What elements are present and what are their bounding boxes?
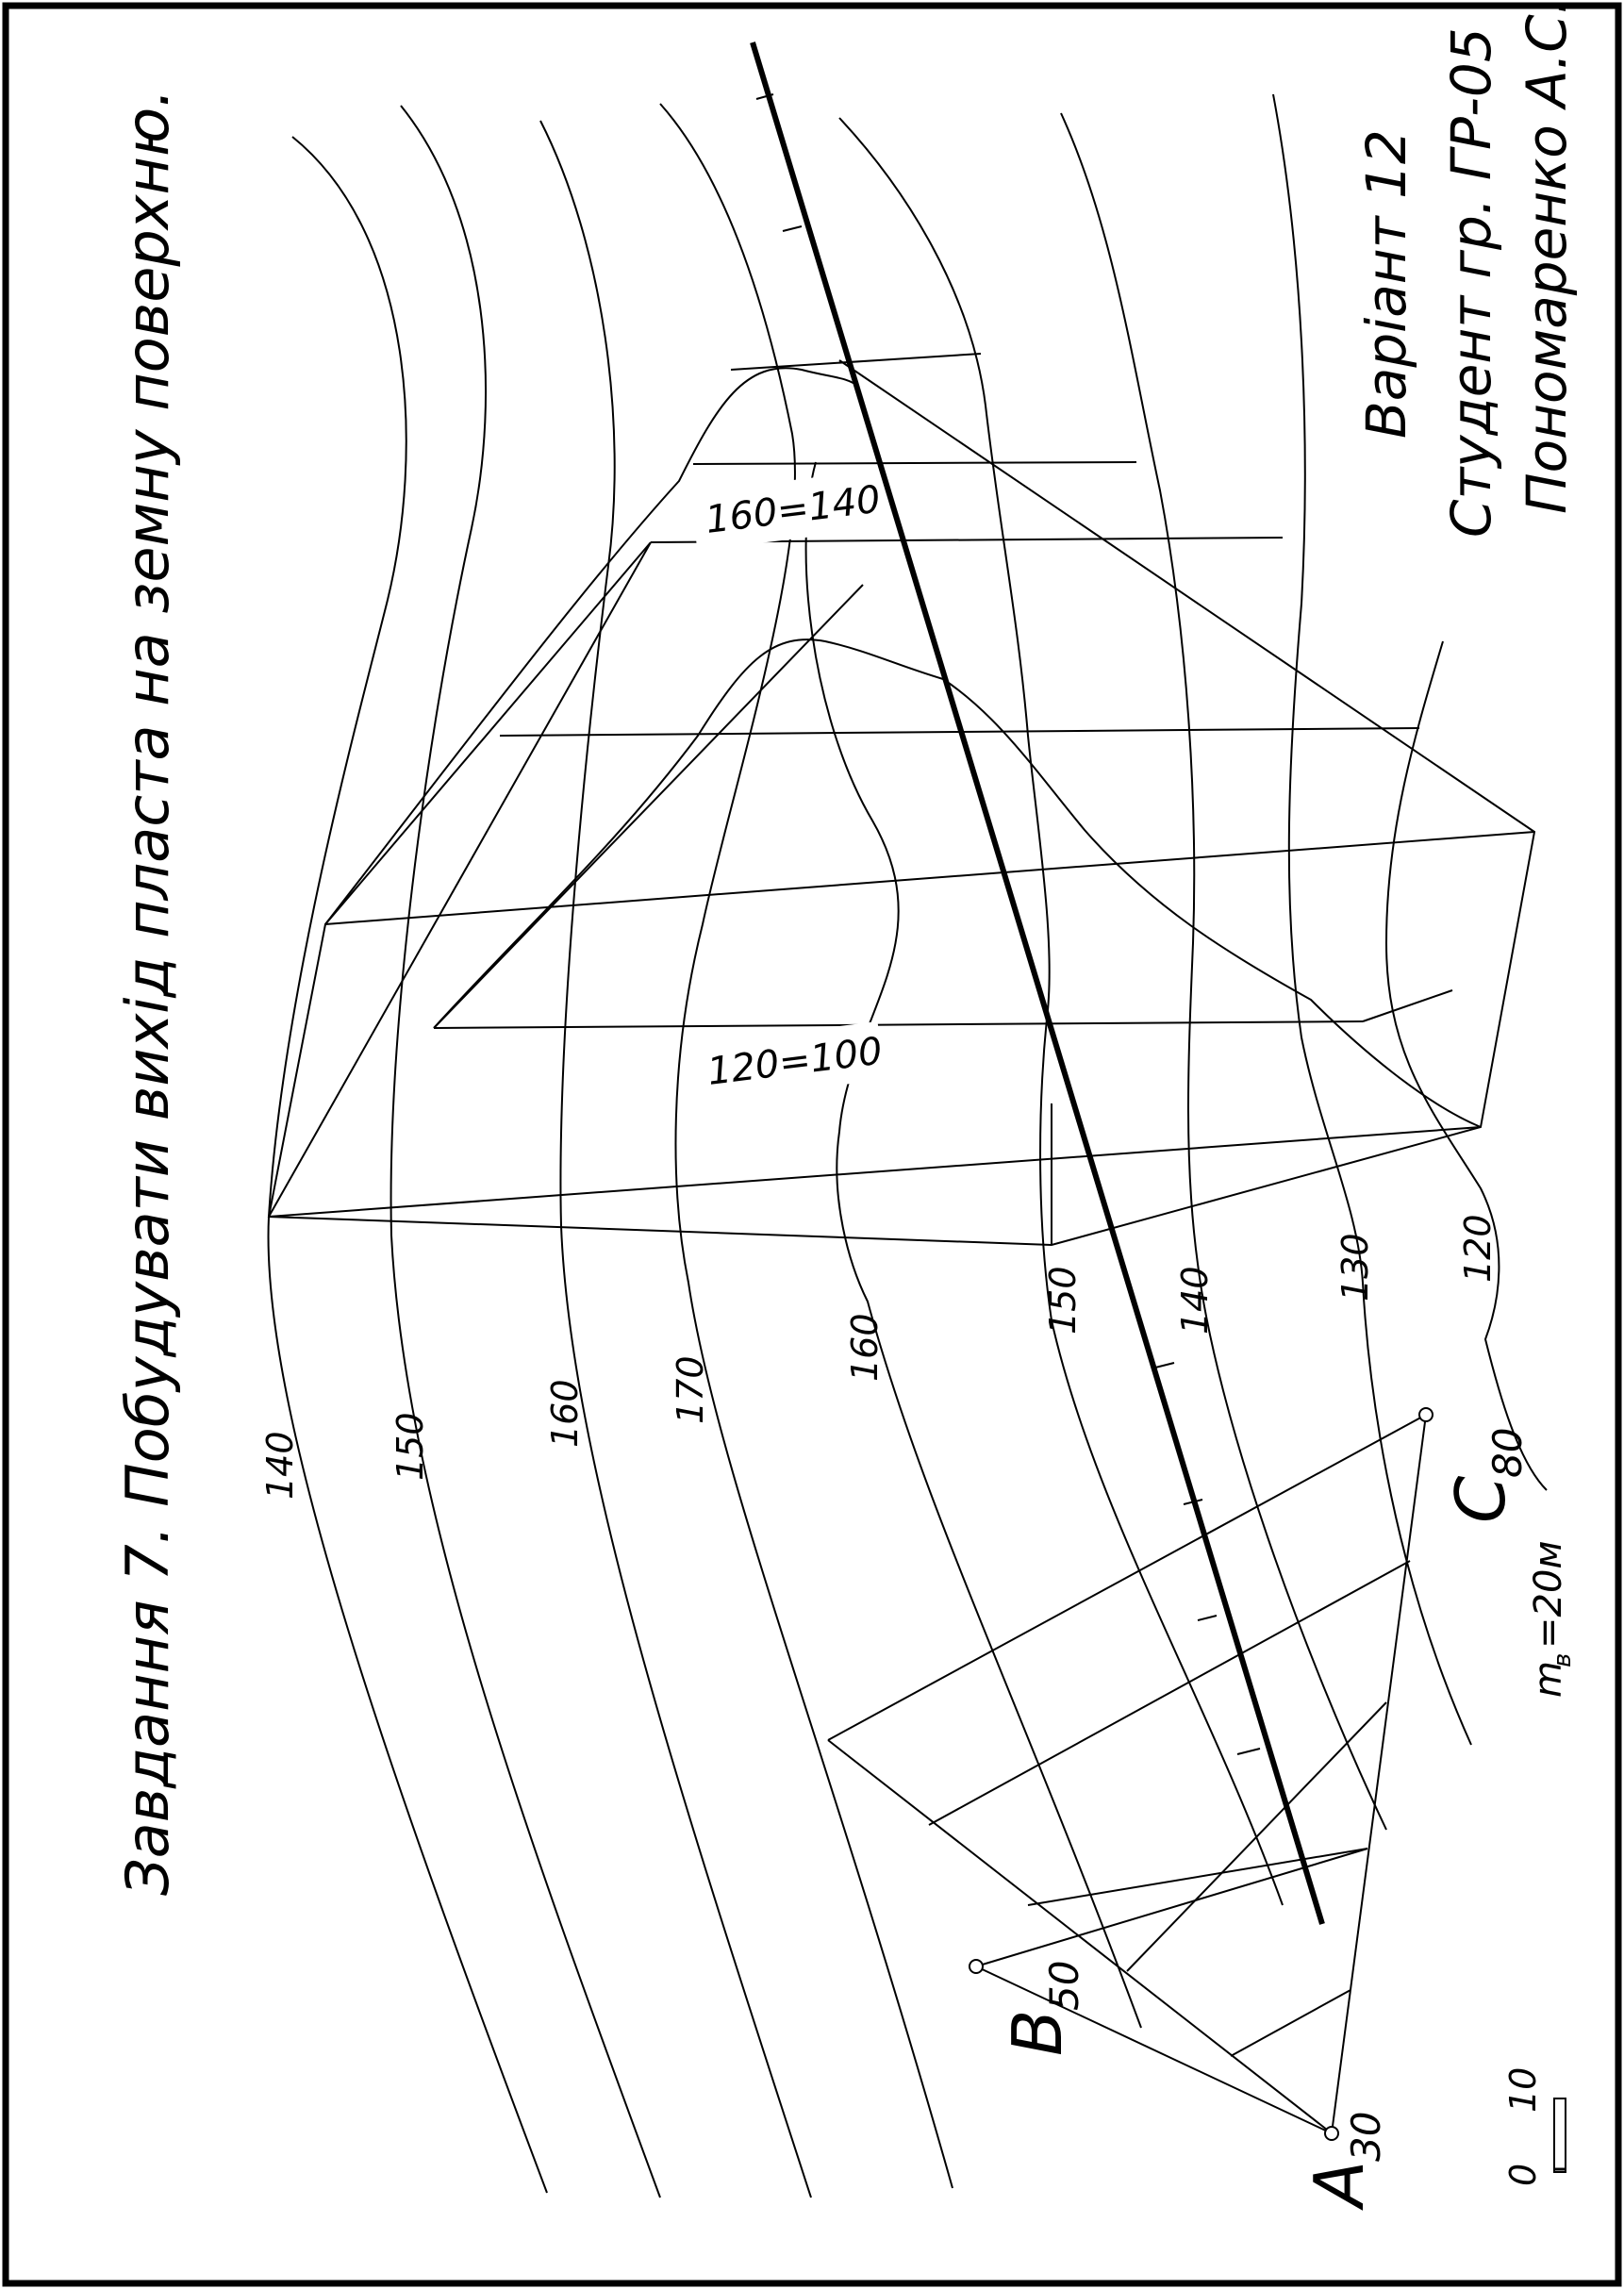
vertical-scale-m: m [1527, 1661, 1570, 1698]
vertical-scale-note: m в =20м [1527, 1540, 1577, 1698]
section-tick [1236, 1748, 1261, 1755]
section-tick [782, 225, 803, 232]
triangle-abc [827, 1407, 1433, 2141]
triangle-side [975, 1966, 1333, 2134]
strike-line [730, 353, 982, 371]
triangle-side [827, 1414, 1427, 1741]
section-line-stroke [750, 41, 1325, 1925]
contour-line [267, 136, 548, 2194]
author-name: Пономаренко А.С. [1515, 0, 1579, 514]
scale-bar [1553, 2098, 1566, 2173]
variant-label: Варіант 12 [1354, 129, 1418, 439]
contour-line [804, 461, 1142, 2029]
section-tick [1183, 1499, 1203, 1505]
dip-line [268, 541, 652, 1218]
scale-ten: 10 [1502, 2067, 1544, 2113]
contour-label: 150 [1042, 1266, 1084, 1335]
contour-line [1272, 93, 1472, 1746]
bisector-line [975, 1848, 1368, 1967]
section-tick [755, 93, 774, 100]
contour-line [389, 105, 661, 2198]
bisector-line [1027, 1848, 1368, 1906]
strike-line [268, 1126, 1482, 1218]
outcrop-curve [324, 367, 859, 925]
triangle-outline [1331, 1414, 1427, 2134]
contour-line [1060, 112, 1387, 1831]
dip-line [433, 584, 864, 1029]
strike-line [499, 727, 1420, 737]
contour-label: 160 [544, 1379, 586, 1448]
point-labels: A 30 B 50 C 80 [998, 1428, 1531, 2211]
point-b-letter: B [998, 2010, 1077, 2056]
point-a-label: A 30 [1300, 2112, 1389, 2211]
section-line [750, 41, 1325, 1925]
contour-line [659, 103, 953, 2189]
bisector-line [1126, 1701, 1387, 1972]
triangle-side [827, 1739, 1333, 2134]
point-c-label: C 80 [1441, 1428, 1531, 1523]
contour-label: 160 [844, 1313, 886, 1382]
contour-labels: 140 150 160 170 160 150 140 130 120 [259, 1214, 1499, 1500]
point-a-letter: A [1300, 2161, 1379, 2211]
point-b-index: 50 [1041, 1961, 1087, 2011]
sheet-title: Завдання 7. Побудувати вихід пласта на з… [113, 89, 182, 1896]
contour-label: 150 [389, 1412, 431, 1481]
contour-label: 140 [1174, 1266, 1216, 1335]
construction-ray [1362, 989, 1453, 1022]
point-c-letter: C [1441, 1475, 1520, 1523]
outcrop-curve [433, 639, 1482, 1128]
strike-line [433, 1020, 1364, 1029]
contour-label: 120 [1457, 1214, 1499, 1283]
title-block: Варіант 12 Студент гр. ГР-05 Пономаренко… [1354, 0, 1579, 538]
scale-zero: 0 [1502, 2164, 1544, 2186]
vertical-scale-value: =20м [1527, 1540, 1570, 1649]
point-c-index: 80 [1484, 1428, 1531, 1478]
section-tick [1197, 1615, 1218, 1621]
strike-label-mask [689, 1021, 886, 1103]
point-b-label: B 50 [998, 1961, 1087, 2056]
contour-lines [267, 93, 1548, 2198]
bisector-line [928, 1560, 1411, 1826]
outcrop-construction [267, 353, 1536, 1247]
strike-line [324, 831, 1535, 925]
contour-label: 140 [259, 1431, 301, 1500]
section-tick [1154, 1362, 1175, 1368]
student-group: Студент гр. ГР-05 [1439, 27, 1503, 538]
bisector-line [1230, 1989, 1351, 2057]
point-c-marker [1418, 1407, 1433, 1422]
strike-labels: 160=140 120=100 [689, 470, 886, 1103]
contour-line [539, 120, 812, 2198]
construction-outline [267, 359, 1536, 1247]
contour-label: 170 [670, 1355, 711, 1424]
vertical-scale-sub: в [1549, 1653, 1577, 1667]
point-a-marker [1324, 2126, 1339, 2141]
point-b-marker [969, 1959, 984, 1974]
contour-line [838, 117, 1284, 1906]
strike-line [692, 461, 1137, 465]
linear-scale: 0 10 [1502, 2067, 1566, 2186]
point-a-index: 30 [1343, 2112, 1389, 2162]
contour-line [1384, 640, 1548, 1491]
contour-label: 130 [1334, 1233, 1376, 1302]
strike-label-mask [689, 470, 886, 551]
